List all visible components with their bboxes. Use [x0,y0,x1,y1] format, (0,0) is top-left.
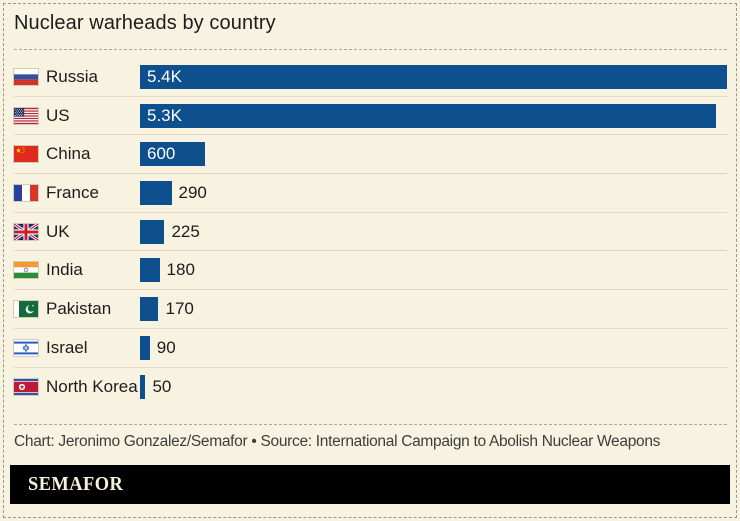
north-korea-flag-icon [14,378,38,395]
france-flag-icon [14,184,38,201]
bar: 180 [140,258,160,283]
uk-flag-icon [14,223,38,240]
russia-flag-icon [14,68,38,85]
bar-area: 600 600 [140,142,727,167]
bar-value: 290 [178,182,207,202]
bar-area: 225 225 [140,219,727,244]
bar: 225 [140,219,165,244]
country-label: North Korea [46,376,138,396]
bar-value: 180 [166,260,195,280]
bar-area: 50 50 [140,374,727,399]
chart-row: North Korea 50 50 [14,368,727,407]
israel-flag-icon [14,339,38,356]
chart-title: Nuclear warheads by country [14,12,276,34]
country-label: Russia [46,66,98,86]
bar-area: 90 90 [140,335,727,360]
chart-row: China 600 600 [14,135,727,175]
bar-area: 5.3K 5.3K [140,103,727,128]
bar-value: 5.4K [147,66,182,86]
bar: 5.4K [140,64,727,89]
bar-value: 90 [156,337,176,357]
bar-value: 600 [147,144,176,164]
chart-row: Pakistan 170 170 [14,290,727,329]
chart-row: India 180 180 [14,251,727,291]
bar: 600 [140,142,206,167]
pakistan-flag-icon [14,300,38,317]
bar-area: 290 290 [140,180,727,205]
semafor-logo: SEMAFOR [28,473,124,496]
bar-value: 225 [171,221,200,241]
chart-row: Russia 5.4K 5.4K [14,58,727,97]
country-label: China [46,144,91,164]
bar-area: 5.4K 5.4K [140,64,727,89]
us-flag-icon [14,107,38,124]
chart-row: UK 225 225 [14,213,727,252]
brand-bar: SEMAFOR [10,465,730,505]
country-label: India [46,260,83,280]
footer-divider [14,424,727,426]
chart-row: France 290 290 [14,174,727,213]
country-label: Pakistan [46,298,112,318]
bar: 50 [140,374,146,399]
country-label: Israel [46,337,88,357]
bar-area: 180 180 [140,258,727,283]
country-label: France [46,182,99,202]
chart-row: US 5.3K 5.3K [14,97,727,136]
bar: 90 [140,335,150,360]
bar: 290 [140,180,172,205]
country-label: UK [46,221,70,241]
bar-value: 5.3K [147,105,182,125]
bar-chart: Russia 5.4K 5.4K US 5.3K 5.3K China 600 [14,50,727,406]
india-flag-icon [14,262,38,279]
bar-area: 170 170 [140,296,727,321]
china-flag-icon [14,146,38,163]
country-label: US [46,105,70,125]
title-divider [14,49,727,50]
chart-row: Israel 90 90 [14,329,727,368]
bar: 5.3K [140,103,717,128]
bar-value: 50 [152,376,172,396]
bar: 170 [140,296,159,321]
bar-value: 170 [165,298,194,318]
credit-line: Chart: Jeronimo Gonzalez/Semafor • Sourc… [14,433,661,451]
